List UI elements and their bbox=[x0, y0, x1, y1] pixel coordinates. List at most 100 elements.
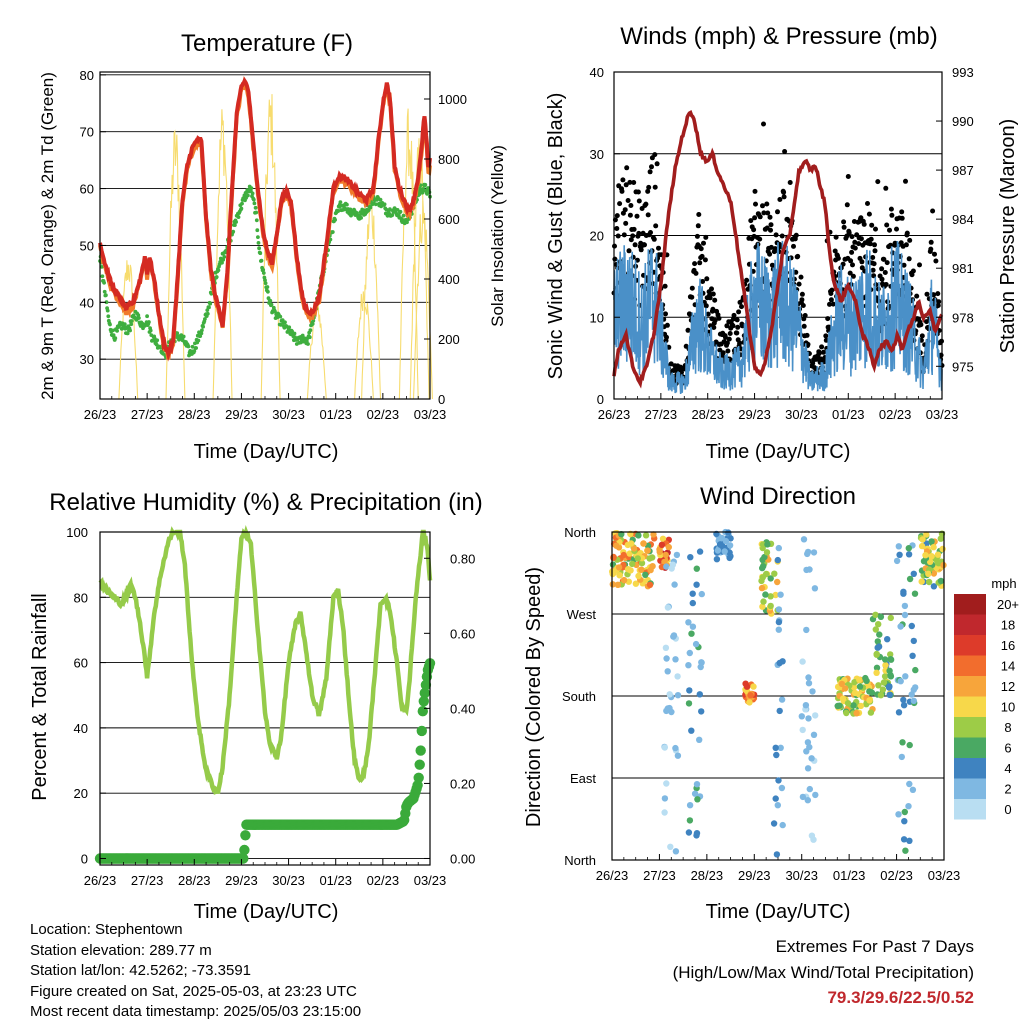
y-tick-label: 40 bbox=[80, 295, 94, 310]
gust-point bbox=[693, 270, 699, 276]
direction-point bbox=[930, 570, 938, 577]
gust-point bbox=[846, 230, 852, 236]
dewpoint-point bbox=[423, 182, 428, 187]
gust-point bbox=[757, 236, 763, 242]
dewpoint-point bbox=[257, 246, 261, 251]
y2-tick-label: 981 bbox=[952, 261, 974, 276]
x-tick-label: 29/23 bbox=[738, 868, 771, 883]
direction-point bbox=[805, 680, 813, 687]
gust-point bbox=[627, 212, 633, 218]
dewpoint-point bbox=[192, 349, 197, 353]
direction-point bbox=[901, 808, 908, 816]
gust-point bbox=[668, 361, 674, 367]
direction-point bbox=[900, 702, 908, 709]
gust-point bbox=[906, 256, 912, 262]
location-text: Location: Stephentown bbox=[30, 921, 183, 938]
gust-point bbox=[767, 251, 773, 257]
direction-point bbox=[674, 673, 681, 680]
gust-point bbox=[919, 333, 925, 339]
humidity-ticks: 0 20 40 60 80 100 0.00 0.20 0.40 0.60 0.80 26/23 27/… bbox=[66, 525, 475, 888]
gust-point bbox=[717, 347, 723, 353]
direction-point bbox=[910, 570, 917, 577]
gust-point bbox=[761, 121, 766, 127]
direction-point bbox=[693, 781, 701, 788]
direction-point bbox=[881, 673, 889, 680]
y2-tick-label: 975 bbox=[952, 359, 974, 374]
wind-line bbox=[613, 240, 943, 395]
gust-point bbox=[751, 227, 757, 233]
dewpoint-point bbox=[256, 235, 260, 240]
direction-point bbox=[911, 590, 919, 597]
direction-point bbox=[650, 531, 657, 538]
gust-point bbox=[703, 234, 709, 240]
dewpoint-point bbox=[382, 202, 387, 207]
gust-point bbox=[907, 237, 913, 243]
gust-point bbox=[761, 210, 767, 216]
direction-point bbox=[880, 679, 888, 686]
temperature-title: Temperature (F) bbox=[181, 30, 353, 57]
gust-point bbox=[716, 315, 722, 321]
dewpoint-point bbox=[221, 257, 226, 262]
dewpoint-point bbox=[186, 344, 191, 349]
direction-point bbox=[895, 811, 902, 818]
gust-point bbox=[744, 277, 750, 283]
pressure-line bbox=[612, 110, 944, 389]
gust-point bbox=[850, 273, 856, 279]
direction-ylabel: Direction (Colored By Speed) bbox=[523, 567, 545, 827]
gust-point bbox=[689, 294, 695, 300]
gust-point bbox=[710, 291, 716, 297]
gust-point bbox=[924, 319, 929, 325]
x-tick-label: 01/23 bbox=[319, 873, 352, 888]
direction-point bbox=[912, 666, 919, 674]
gust-point bbox=[663, 311, 668, 317]
precip-point bbox=[419, 687, 430, 699]
direction-point bbox=[685, 619, 692, 626]
speed-legend-label: 14 bbox=[1001, 659, 1015, 674]
direction-point bbox=[838, 680, 846, 688]
gust-point bbox=[861, 221, 867, 227]
direction-point bbox=[774, 556, 781, 564]
direction-point bbox=[934, 559, 941, 566]
direction-point bbox=[775, 606, 783, 613]
winds-xlabel: Time (Day/UTC) bbox=[706, 441, 851, 463]
gust-point bbox=[630, 233, 636, 239]
dewpoint-point bbox=[137, 316, 141, 320]
direction-point bbox=[930, 583, 938, 590]
direction-point bbox=[901, 602, 909, 610]
dewpoint-point bbox=[306, 342, 310, 346]
direction-point bbox=[759, 603, 766, 610]
direction-point bbox=[901, 818, 908, 825]
direction-point bbox=[776, 659, 783, 667]
gust-point bbox=[620, 177, 626, 183]
direction-point bbox=[804, 797, 811, 804]
gust-point bbox=[652, 152, 658, 158]
gust-point bbox=[752, 215, 758, 221]
gust-point bbox=[881, 256, 887, 262]
gust-point bbox=[712, 317, 718, 323]
direction-point bbox=[906, 575, 914, 583]
x-tick-label: 02/23 bbox=[367, 873, 400, 888]
gust-point bbox=[830, 301, 836, 307]
rh-series bbox=[98, 525, 433, 795]
direction-point bbox=[912, 684, 919, 691]
dewpoint-point bbox=[292, 331, 297, 336]
speed-legend: 20+ 18 16 14 12 10 8 6 4 2 0 bbox=[954, 594, 1019, 820]
gust-point bbox=[724, 340, 730, 346]
gust-point bbox=[917, 262, 922, 268]
direction-point bbox=[747, 692, 754, 699]
direction-xlabel: Time (Day/UTC) bbox=[706, 901, 851, 923]
direction-point bbox=[665, 543, 672, 551]
direction-point bbox=[673, 551, 681, 559]
dewpoint-point bbox=[108, 322, 112, 327]
gust-point bbox=[664, 322, 670, 328]
y2-tick-label: 978 bbox=[952, 310, 974, 325]
gust-point bbox=[642, 242, 647, 248]
precip-point bbox=[420, 679, 432, 691]
gust-point bbox=[627, 179, 633, 185]
gust-point bbox=[696, 212, 702, 217]
direction-point bbox=[906, 837, 913, 844]
gust-point bbox=[700, 279, 706, 284]
gust-point bbox=[883, 185, 889, 191]
x-tick-label: 26/23 bbox=[596, 868, 629, 883]
direction-point bbox=[714, 547, 722, 554]
